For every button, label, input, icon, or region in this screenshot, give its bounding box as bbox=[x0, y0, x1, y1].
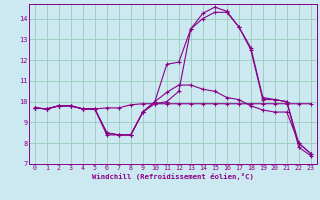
X-axis label: Windchill (Refroidissement éolien,°C): Windchill (Refroidissement éolien,°C) bbox=[92, 173, 254, 180]
